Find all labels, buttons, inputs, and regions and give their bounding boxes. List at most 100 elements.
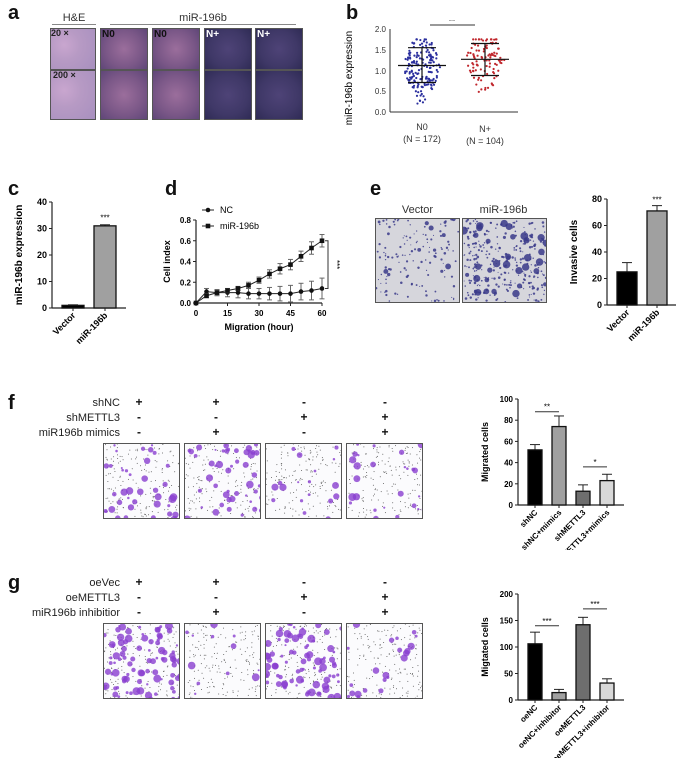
svg-text:0: 0 [194, 309, 199, 318]
svg-text:miR-196b: miR-196b [220, 221, 259, 231]
g-sign-r1-c3: + [381, 590, 389, 604]
g-sign-r0-c2: - [302, 575, 306, 589]
svg-text:oeNC: oeNC [518, 703, 539, 724]
chart-d-line: 0.0 0.2 0.4 0.6 0.8 0 15 30 45 60 Migration (hour)… [162, 205, 341, 332]
svg-text:60: 60 [592, 221, 602, 231]
svg-text:Migtated cells: Migtated cells [480, 617, 490, 677]
f-sign-r2-c0: - [137, 425, 141, 439]
svg-text:150: 150 [500, 617, 514, 626]
svg-text:NC: NC [220, 205, 233, 215]
svg-text:(N = 104): (N = 104) [466, 136, 504, 146]
f-condition-label-2: miR196b mimics [38, 427, 120, 439]
svg-text:0: 0 [509, 696, 514, 705]
svg-text:20: 20 [504, 480, 513, 489]
e-vector-image [375, 218, 460, 303]
svg-text:100: 100 [500, 395, 514, 404]
f-sign-r0-c0: + [135, 395, 143, 409]
e-image-label-mir196b: miR-196b [479, 204, 528, 216]
svg-text:0: 0 [597, 300, 602, 310]
svg-text:**: ** [449, 20, 455, 26]
svg-text:Vector: Vector [605, 307, 632, 334]
svg-text:40: 40 [592, 247, 602, 257]
panel-c-label: c [8, 178, 20, 200]
g-sign-r0-c0: + [135, 575, 143, 589]
svg-text:0.8: 0.8 [180, 216, 192, 225]
e-image-label-vector: Vector [401, 204, 434, 216]
svg-text:15: 15 [223, 309, 232, 318]
n0-tile-1-low [100, 28, 148, 70]
svg-text:0.4: 0.4 [180, 258, 192, 267]
svg-text:45: 45 [286, 309, 295, 318]
svg-text:20: 20 [592, 274, 602, 284]
mir196b-header: miR-196b [110, 12, 296, 25]
svg-text:N0: N0 [416, 122, 428, 132]
svg-text:***: *** [590, 600, 599, 609]
he-high-mag-image [50, 70, 96, 120]
svg-text:0.0: 0.0 [180, 299, 192, 308]
f-sign-r0-c2: - [302, 395, 306, 409]
nplus-tile-1-low [204, 28, 252, 70]
svg-text:miR-196b: miR-196b [74, 310, 110, 345]
f-condition-label-0: shNC [92, 397, 120, 409]
g-condition-label-0: oeVec [89, 577, 120, 589]
g-sign-r0-c3: - [383, 575, 387, 589]
panel-b-label: b [346, 2, 359, 24]
mag-low-label: 20 × [51, 28, 69, 38]
f-transwell-image-1 [103, 443, 180, 519]
panel-d-label: d [165, 178, 178, 200]
nplus-tile-2-low [255, 28, 303, 70]
svg-text:10: 10 [37, 277, 47, 287]
svg-text:100: 100 [500, 643, 514, 652]
svg-text:N+: N+ [479, 124, 491, 134]
g-condition-label-2: miR196b inhibitior [31, 607, 120, 619]
svg-text:0.0: 0.0 [375, 108, 387, 117]
svg-text:40: 40 [37, 197, 47, 207]
svg-text:60: 60 [504, 437, 513, 446]
svg-text:Vector: Vector [51, 310, 78, 337]
svg-text:2.0: 2.0 [375, 25, 387, 34]
panel-g-label: g [8, 572, 21, 594]
svg-text:0: 0 [42, 303, 47, 313]
svg-text:20: 20 [37, 250, 47, 260]
tile-label-2: N0 [154, 29, 167, 40]
f-transwell-image-2 [184, 443, 261, 519]
svg-text:30: 30 [37, 224, 47, 234]
g-transwell-image-3 [265, 623, 342, 699]
n0-tile-1-high [100, 70, 148, 120]
nplus-tile-1-high [204, 70, 252, 120]
svg-text:0.5: 0.5 [375, 87, 387, 96]
g-sign-r2-c2: - [302, 605, 306, 619]
nplus-tile-2-high [255, 70, 303, 120]
svg-text:Migrated cells: Migrated cells [480, 422, 490, 482]
g-condition-label-1: oeMETTL3 [65, 592, 120, 604]
svg-text:(N = 172): (N = 172) [403, 134, 441, 144]
panel-f-label: f [8, 392, 15, 414]
svg-text:Invasive cells: Invasive cells [569, 219, 580, 284]
svg-text:shNC: shNC [518, 508, 539, 529]
svg-text:***: *** [332, 260, 341, 269]
svg-text:0.2: 0.2 [180, 278, 192, 287]
f-sign-r1-c2: + [300, 410, 308, 424]
svg-text:**: ** [544, 403, 550, 412]
svg-text:***: *** [652, 196, 661, 205]
svg-text:0.6: 0.6 [180, 237, 192, 246]
svg-text:Migration (hour): Migration (hour) [225, 322, 294, 332]
svg-text:0: 0 [509, 501, 514, 510]
svg-text:miR-196b expression: miR-196b expression [14, 205, 25, 306]
f-condition-label-1: shMETTL3 [66, 412, 120, 424]
tile-label-3: N+ [206, 29, 220, 40]
g-transwell-image-4 [346, 623, 423, 699]
svg-text:80: 80 [592, 194, 602, 204]
f-sign-r2-c1: + [212, 425, 220, 439]
g-sign-r0-c1: + [212, 575, 220, 589]
g-transwell-image-1 [103, 623, 180, 699]
svg-text:50: 50 [504, 670, 513, 679]
f-sign-r1-c3: + [381, 410, 389, 424]
n0-tile-2-high [152, 70, 200, 120]
tile-label-1: N0 [102, 29, 115, 40]
svg-text:miR-196b: miR-196b [626, 307, 662, 343]
svg-text:Cell index: Cell index [162, 240, 172, 283]
